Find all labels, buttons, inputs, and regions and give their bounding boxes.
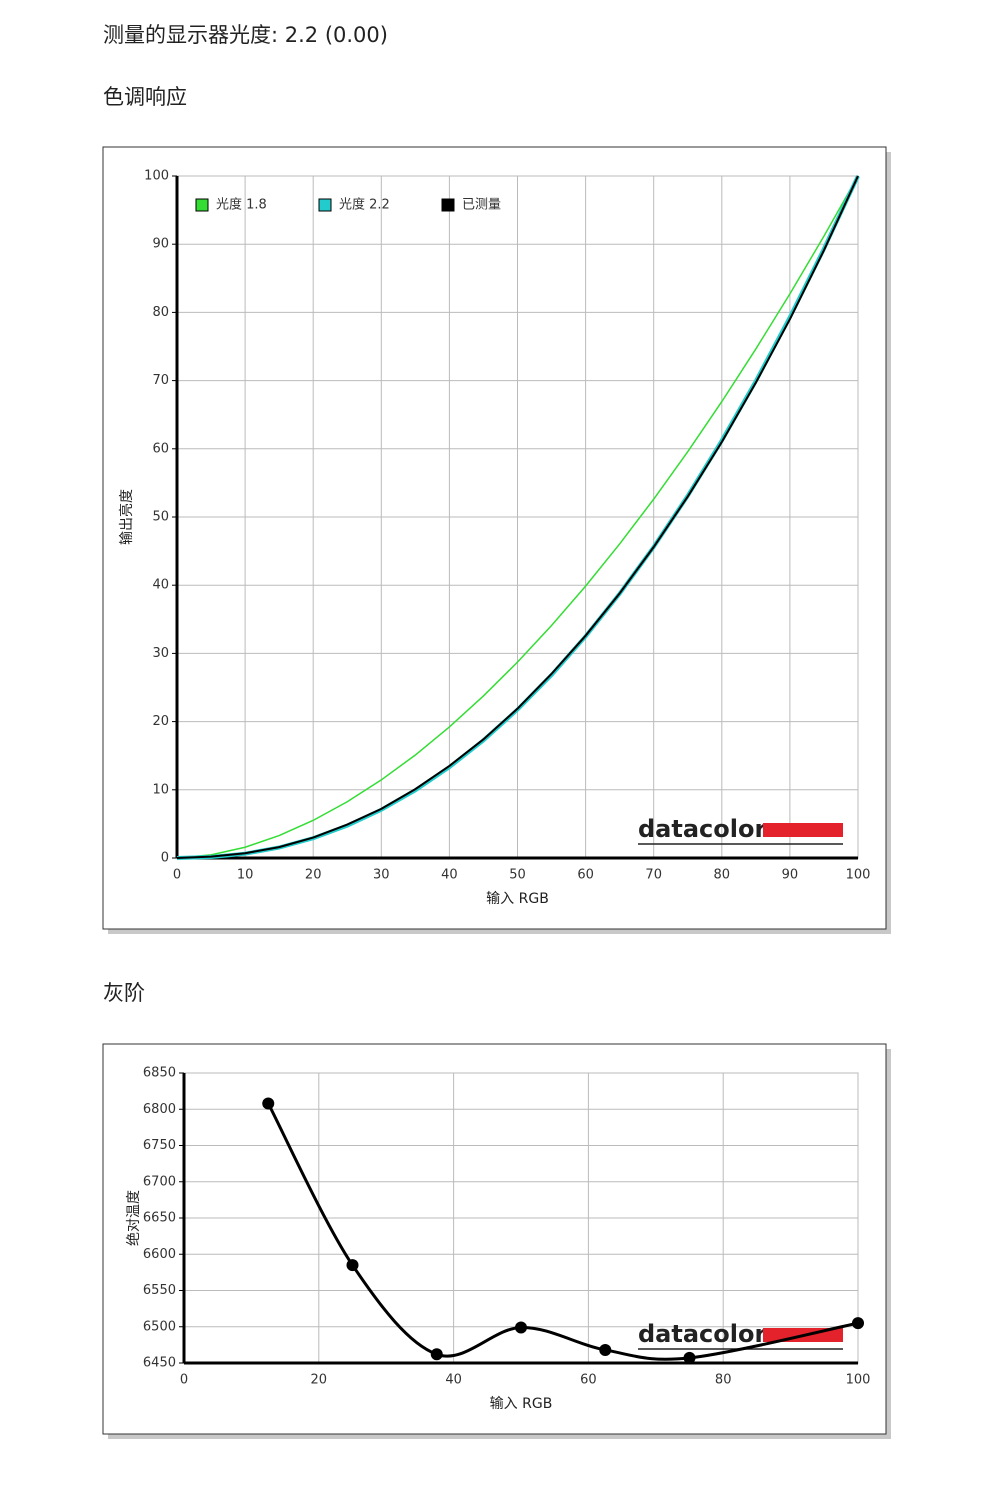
x-tick-label: 60 [580,1373,597,1388]
point [683,1351,696,1364]
series-line [176,175,859,859]
x-tick-label: 0 [173,868,181,883]
y-tick-label: 6850 [143,1066,176,1081]
x-tick-label: 20 [311,1373,328,1388]
y-tick-label: 80 [152,305,169,320]
legend-swatch [318,198,332,212]
legend-swatch [441,198,455,212]
x-tick-label: 100 [846,1373,871,1388]
legend-label: 光度 1.8 [216,197,267,213]
legend-label: 光度 2.2 [339,197,390,213]
x-tick-label: 40 [445,1373,462,1388]
point [346,1259,359,1272]
x-axis-label: 输入 RGB [486,891,549,907]
point [515,1321,527,1334]
x-tick-label: 80 [714,868,731,883]
legend-label: 已测量 [462,198,501,213]
y-axis-label: 绝对温度 [126,1190,142,1246]
y-tick-label: 20 [152,714,169,729]
y-tick-label: 6650 [143,1211,176,1226]
y-tick-label: 50 [152,510,169,525]
point [852,1317,864,1330]
legend-swatch [195,198,209,212]
point [599,1343,612,1356]
point [430,1348,443,1361]
y-tick-label: 6700 [143,1174,176,1189]
page-title: 测量的显示器光度: 2.2 (0.00) [103,23,388,47]
y-tick-label: 10 [152,782,169,797]
x-tick-label: 80 [715,1373,732,1388]
y-tick-label: 60 [152,441,169,456]
section-title: 色调响应 [103,85,187,109]
y-axis-label: 输出亮度 [118,489,135,545]
x-tick-label: 100 [846,868,871,883]
y-tick-label: 100 [144,169,169,184]
x-tick-label: 40 [441,868,458,883]
x-tick-label: 10 [237,868,254,883]
x-tick-label: 50 [509,868,526,883]
y-tick-label: 6450 [143,1356,176,1371]
x-tick-label: 20 [305,868,322,883]
y-tick-label: 0 [161,851,169,866]
watermark: datacolor [638,815,766,843]
series-line [176,175,859,859]
x-axis-label: 输入 RGB [490,1396,553,1412]
y-tick-label: 6550 [143,1283,176,1298]
x-tick-label: 90 [782,868,799,883]
y-tick-label: 6750 [143,1138,176,1153]
y-tick-label: 6800 [143,1102,176,1117]
x-tick-label: 30 [373,868,390,883]
x-tick-label: 0 [180,1373,188,1388]
section-title: 灰阶 [103,981,145,1005]
y-tick-label: 40 [152,578,169,593]
y-tick-label: 6600 [143,1247,176,1262]
x-tick-label: 60 [577,868,594,883]
y-tick-label: 90 [152,237,169,252]
point [262,1097,275,1110]
watermark-bar [763,823,843,837]
x-tick-label: 70 [645,868,662,883]
watermark: datacolor [638,1320,766,1348]
y-tick-label: 30 [152,646,169,661]
y-tick-label: 6500 [143,1319,176,1334]
y-tick-label: 70 [152,373,169,388]
